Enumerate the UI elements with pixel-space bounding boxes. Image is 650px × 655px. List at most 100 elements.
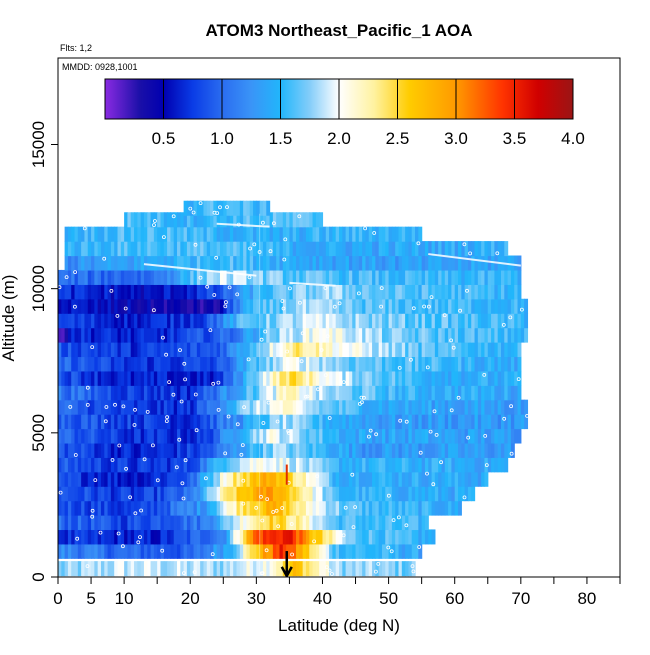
heat-cell	[286, 500, 291, 516]
heat-cell	[302, 370, 307, 386]
heat-cell	[352, 414, 357, 430]
heat-cell	[77, 269, 82, 285]
heat-cell	[276, 486, 281, 502]
heat-cell	[223, 284, 228, 300]
heat-cell	[256, 414, 261, 430]
heat-cell	[282, 255, 287, 271]
heat-cell	[514, 342, 519, 358]
sample-marker	[389, 549, 394, 554]
heat-cell	[520, 414, 525, 430]
heat-cell	[474, 313, 479, 329]
heat-cell	[428, 414, 433, 430]
heat-cell	[120, 457, 125, 473]
heat-cell	[127, 356, 132, 372]
heat-cell	[276, 399, 281, 415]
heat-cell	[378, 399, 383, 415]
heat-cell	[355, 226, 360, 242]
heat-cell	[335, 543, 340, 559]
heat-cell	[378, 457, 383, 473]
measurement-markers	[58, 201, 529, 577]
heat-cell	[130, 370, 135, 386]
heat-cell	[408, 269, 413, 285]
heat-cell	[339, 529, 343, 545]
heat-cell	[461, 471, 466, 487]
heat-cell	[170, 428, 175, 444]
heat-cell	[329, 442, 333, 458]
heat-cell	[398, 486, 403, 502]
heat-cell	[289, 442, 294, 458]
heat-cell	[233, 428, 238, 444]
heat-cell	[243, 370, 248, 386]
heat-cell	[348, 313, 353, 329]
sample-marker	[150, 443, 155, 448]
heat-cell	[368, 515, 373, 531]
heat-cell	[210, 313, 214, 329]
heat-cell	[365, 471, 370, 487]
heat-cell	[216, 500, 221, 516]
heat-cell	[229, 212, 234, 228]
heat-cell	[256, 428, 261, 444]
heat-cell	[243, 442, 248, 458]
heat-cell	[411, 500, 416, 516]
heat-cell	[325, 356, 330, 372]
heat-cell	[134, 529, 138, 545]
x-tick-label: 20	[181, 589, 200, 608]
heat-cell	[335, 356, 340, 372]
heat-cell	[203, 385, 208, 401]
heat-cell	[345, 457, 350, 473]
heat-cell	[484, 356, 489, 372]
heat-cell	[279, 471, 284, 487]
heat-cell	[322, 298, 327, 314]
heat-cell	[100, 226, 105, 242]
heat-cell	[372, 500, 376, 516]
heat-cell	[226, 385, 231, 401]
heat-cell	[319, 399, 324, 415]
heat-cell	[210, 471, 214, 487]
heat-cell	[461, 241, 466, 257]
sample-marker	[426, 304, 431, 309]
heat-cell	[94, 327, 99, 343]
heat-cell	[107, 486, 112, 502]
heat-cell	[325, 313, 330, 329]
heat-cell	[216, 241, 221, 257]
heat-cell	[114, 529, 119, 545]
heat-cell	[180, 342, 185, 358]
heat-cell	[213, 442, 218, 458]
heat-cell	[484, 385, 489, 401]
heat-cell	[64, 356, 69, 372]
heat-cell	[368, 356, 373, 372]
heat-cell	[256, 399, 261, 415]
heat-cell	[405, 385, 410, 401]
heat-cell	[74, 385, 79, 401]
heat-cell	[180, 515, 185, 531]
sample-marker	[68, 404, 73, 409]
heat-cell	[256, 313, 261, 329]
sample-marker	[274, 508, 279, 513]
sample-marker	[305, 394, 310, 399]
heat-cell	[190, 313, 195, 329]
heat-cell	[81, 298, 86, 314]
heat-cell	[124, 226, 129, 242]
heat-cell	[398, 414, 403, 430]
heat-cell	[134, 471, 138, 487]
y-tick-label: 0	[29, 572, 48, 581]
heat-cell	[339, 327, 343, 343]
heat-cell	[190, 457, 195, 473]
heat-cell	[91, 515, 95, 531]
heat-cell	[464, 428, 469, 444]
heat-cell	[309, 241, 314, 257]
heat-cell	[134, 269, 138, 285]
heat-cell	[481, 356, 486, 372]
heat-cell	[130, 342, 135, 358]
heat-cell	[64, 298, 69, 314]
heat-cell	[494, 284, 499, 300]
heat-cell	[398, 370, 403, 386]
sample-marker	[212, 293, 217, 297]
heat-cell	[517, 428, 522, 444]
heat-cell	[253, 399, 257, 415]
heat-cell	[173, 457, 178, 473]
heat-cell	[127, 486, 132, 502]
heat-cell	[137, 515, 142, 531]
heat-cell	[375, 327, 380, 343]
heat-cell	[322, 500, 327, 516]
